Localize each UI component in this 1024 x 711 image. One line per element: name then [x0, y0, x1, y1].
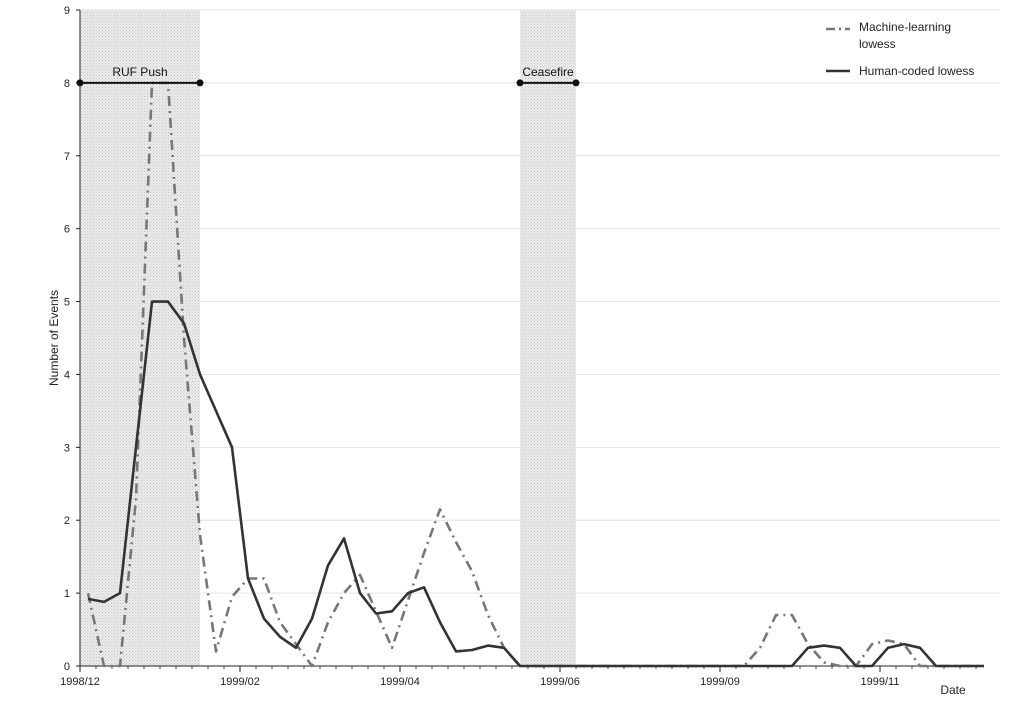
period-marker-end-1: [572, 79, 580, 87]
y-tick-label-5: 5: [64, 297, 70, 309]
y-tick-label-8: 8: [64, 78, 70, 90]
x-tick-label-2: 1999/04: [380, 676, 420, 688]
y-tick-label-2: 2: [64, 515, 70, 527]
period-marker-end-0: [196, 79, 204, 87]
y-axis-label: Number of Events: [47, 290, 61, 386]
y-tick-label-4: 4: [64, 369, 70, 381]
legend-label-machine-learning-line1: Machine-learning: [859, 20, 951, 34]
series-line-human-coded: [87, 300, 984, 668]
x-axis-label: Date: [940, 683, 966, 697]
shaded-period-1: [520, 10, 576, 666]
period-label-0: RUF Push: [112, 65, 167, 79]
period-marker-start-1: [516, 79, 524, 87]
legend-label-human-coded: Human-coded lowess: [859, 64, 974, 78]
y-tick-label-3: 3: [64, 442, 70, 454]
y-tick-label-6: 6: [64, 224, 70, 236]
period-markers: RUF Push Ceasefire: [76, 65, 580, 87]
legend: Machine-learning lowess Human-coded lowe…: [826, 20, 974, 78]
x-tick-label-4: 1999/09: [700, 676, 740, 688]
y-tick-label-9: 9: [64, 5, 70, 17]
y-tick-label-7: 7: [64, 151, 70, 163]
legend-label-machine-learning-line2: lowess: [859, 37, 896, 51]
x-tick-label-5: 1999/11: [861, 676, 900, 688]
shaded-period-0: [80, 10, 200, 666]
series-lines: [86, 81, 984, 668]
y-tick-label-0: 0: [64, 661, 70, 673]
period-marker-start-0: [76, 79, 84, 87]
x-tick-label-3: 1999/06: [540, 676, 580, 688]
y-tick-label-1: 1: [64, 588, 70, 600]
period-label-1: Ceasefire: [522, 65, 574, 79]
x-tick-label-0: 1998/12: [60, 676, 100, 688]
x-tick-label-1: 1999/02: [220, 676, 260, 688]
shaded-periods: [80, 10, 576, 666]
